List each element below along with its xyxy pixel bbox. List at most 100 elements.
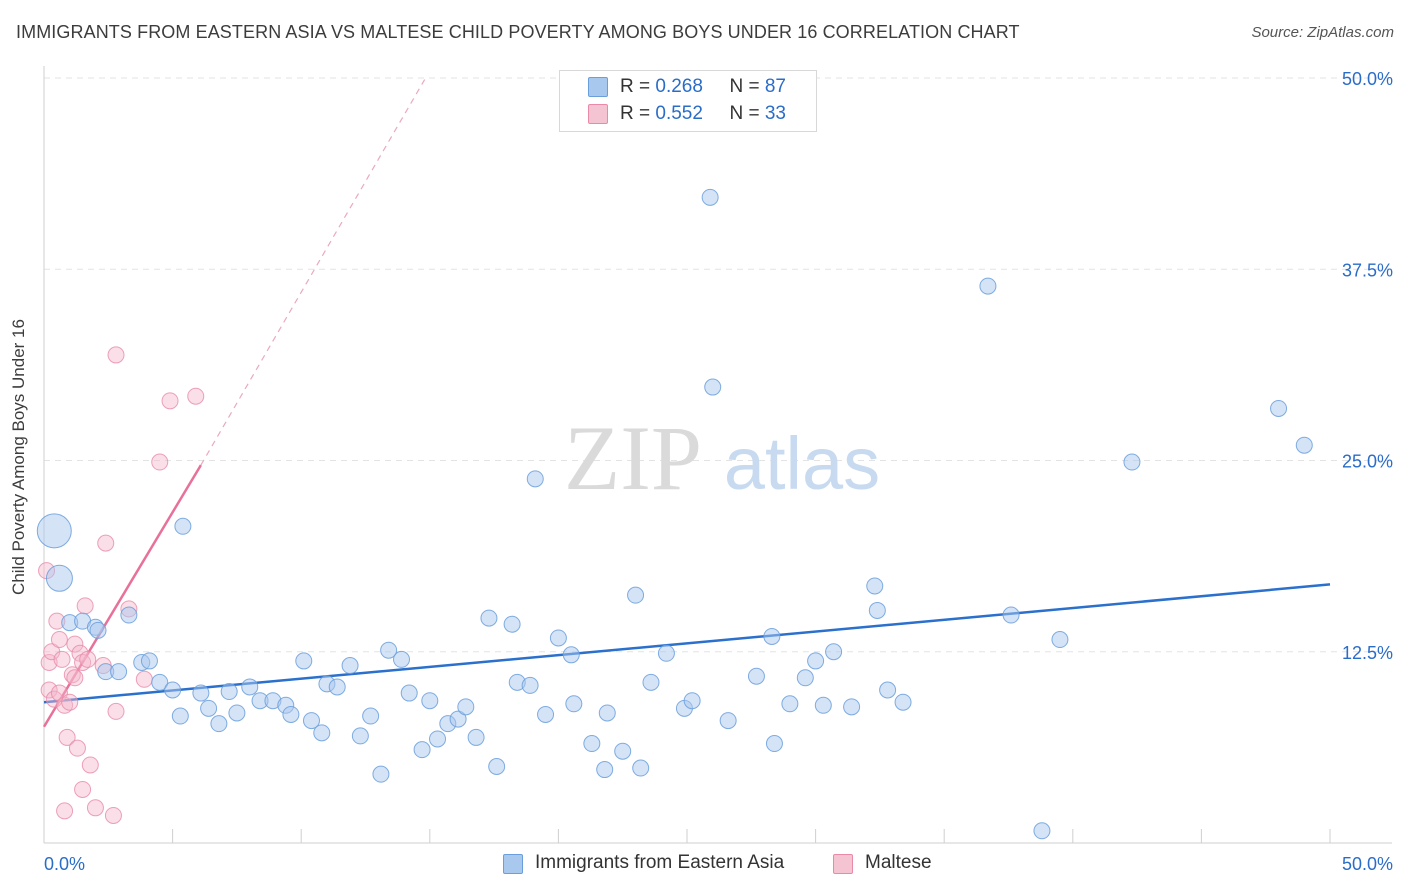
eastern-asia-point [480,609,498,627]
eastern-asia-point [814,696,832,714]
eastern-asia-point [632,759,650,777]
maltese-point [66,635,84,653]
bottom-legend-swatch-blue [503,854,523,874]
trend-line-maltese-extension [200,79,426,466]
eastern-asia-point [192,684,210,702]
y-tick-label: 12.5% [1342,643,1393,663]
maltese-point [86,799,104,817]
eastern-asia-point [657,644,675,662]
source-credit: Source: ZipAtlas.com [1251,24,1394,41]
legend-n-label: N = [729,103,765,124]
maltese-point [50,631,68,649]
eastern-asia-points [36,188,1313,840]
eastern-asia-point [825,643,843,661]
eastern-asia-point [457,698,475,716]
eastern-asia-point [1002,606,1020,624]
maltese-point [161,392,179,410]
eastern-asia-point [549,629,567,647]
eastern-asia-point [598,704,616,722]
eastern-asia-point [302,712,320,730]
eastern-asia-point [1270,399,1288,417]
eastern-asia-point [380,641,398,659]
correlation-legend: R = 0.268 N = 87 R = 0.552 N = 33 [559,70,817,132]
eastern-asia-point [467,728,485,746]
maltese-point [56,696,74,714]
maltese-point [104,806,122,824]
eastern-asia-point [614,742,632,760]
eastern-asia-point [765,735,783,753]
maltese-point [79,650,97,668]
eastern-asia-point [1051,631,1069,649]
bottom-legend-swatch-pink [833,854,853,874]
x-tick-label: 0.0% [44,854,85,874]
gridlines [44,77,1392,653]
legend-r-label: R = [620,76,656,97]
maltese-point [151,453,169,471]
eastern-asia-point [596,761,614,779]
maltese-point [74,653,92,671]
watermark-atlas: atlas [724,422,880,505]
eastern-asia-point [449,710,467,728]
eastern-asia-point [36,513,72,549]
eastern-asia-point [351,727,369,745]
eastern-asia-point [45,564,73,592]
eastern-asia-point [488,758,506,775]
legend-n-label: N = [729,76,765,97]
y-axis-label: Child Poverty Among Boys Under 16 [9,319,28,595]
y-tick-label: 50.0% [1342,69,1393,89]
eastern-asia-point [503,615,521,633]
eastern-asia-point [521,676,539,694]
eastern-asia-point [362,707,380,725]
eastern-asia-point [341,657,359,675]
legend-n-value: 33 [764,103,786,124]
eastern-asia-point [683,692,701,710]
eastern-asia-point [879,681,897,699]
maltese-point [107,346,125,364]
x-tick-label: 50.0% [1342,854,1393,874]
maltese-point [187,387,205,405]
eastern-asia-point [537,705,555,723]
legend-r-value: 0.552 [655,103,703,124]
eastern-asia-point [781,695,799,713]
eastern-asia-point [701,188,719,206]
maltese-point [81,756,99,774]
tick-labels: 12.5% 25.0% 37.5% 50.0% 0.0% 50.0% [44,69,1393,874]
eastern-asia-point [583,735,601,753]
eastern-asia-point [421,692,439,710]
maltese-point [40,653,58,671]
eastern-asia-point [642,673,660,691]
eastern-asia-point [295,652,313,670]
maltese-point [135,670,153,688]
maltese-point [53,650,71,668]
y-tick-label: 37.5% [1342,260,1393,280]
eastern-asia-point [220,683,238,701]
eastern-asia-point [1295,436,1313,454]
y-tick-label: 25.0% [1342,452,1393,472]
eastern-asia-point [400,684,418,702]
eastern-asia-point [393,650,411,668]
eastern-asia-point [413,741,431,759]
maltese-point [40,681,58,699]
legend-swatch-pink [588,104,608,124]
maltese-point [68,739,86,757]
legend-swatch-blue [588,77,608,97]
legend-r-label: R = [620,103,656,124]
trend-line-maltese [42,464,202,728]
chart-title: IMMIGRANTS FROM EASTERN ASIA VS MALTESE … [16,22,1020,42]
eastern-asia-point [89,621,107,639]
eastern-asia-point [747,667,765,685]
eastern-asia-point [627,586,645,604]
eastern-asia-point [979,277,997,295]
maltese-point [63,666,81,684]
legend-n-value: 87 [764,76,786,97]
eastern-asia-point [1033,822,1051,840]
eastern-asia-point [313,724,331,742]
eastern-asia-point [868,601,886,619]
maltese-point [97,534,115,552]
eastern-asia-point [164,681,182,699]
maltese-point [58,728,76,746]
watermark: ZIP atlas [564,407,880,509]
eastern-asia-point [110,663,128,681]
eastern-asia-point [796,669,814,687]
